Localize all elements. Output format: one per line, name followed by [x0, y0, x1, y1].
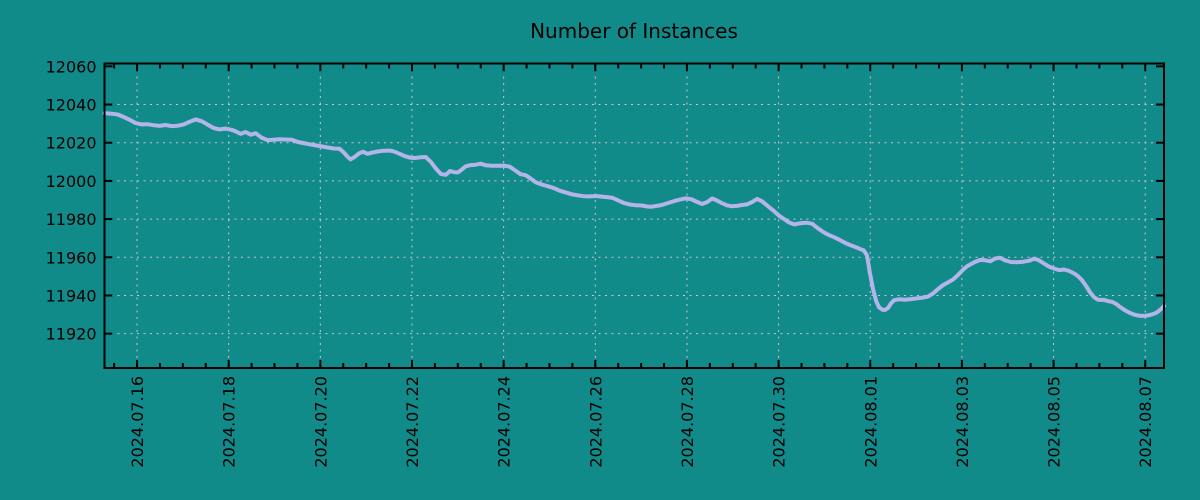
y-tick-label: 12020	[46, 134, 97, 153]
y-tick-label: 11940	[46, 286, 97, 305]
x-tick-label: 2024.07.18	[220, 376, 239, 468]
x-tick-label: 2024.08.05	[1045, 376, 1064, 468]
y-tick-label: 11920	[46, 325, 97, 344]
y-tick-label: 11960	[46, 248, 97, 267]
axis-label-layer: 11920 11940 11960 11980 12000 12020 12040 12060…	[46, 57, 1156, 467]
x-tick-label: 2024.07.30	[770, 376, 789, 468]
x-tick-label: 2024.07.22	[403, 376, 422, 468]
x-tick-label: 2024.07.16	[128, 376, 147, 468]
x-tick-label: 2024.08.07	[1136, 376, 1155, 468]
y-tick-label: 12000	[46, 172, 97, 191]
instances-series-line	[102, 111, 1166, 318]
y-tick-label: 12060	[46, 57, 97, 76]
y-tick-label: 12040	[46, 96, 97, 115]
grid-layer	[104, 63, 1164, 368]
x-tick-label: 2024.07.28	[678, 376, 697, 468]
axis-layer	[103, 62, 1165, 369]
x-tick-label: 2024.08.01	[861, 376, 880, 468]
y-tick-label: 11980	[46, 210, 97, 229]
x-tick-label: 2024.07.26	[586, 376, 605, 468]
x-tick-label: 2024.07.24	[495, 376, 514, 468]
x-tick-label: 2024.07.20	[311, 376, 330, 468]
x-tick-label: 2024.08.03	[953, 376, 972, 468]
chart-title: Number of Instances	[530, 19, 738, 43]
series-layer	[102, 111, 1166, 318]
plot-border	[103, 62, 1165, 369]
